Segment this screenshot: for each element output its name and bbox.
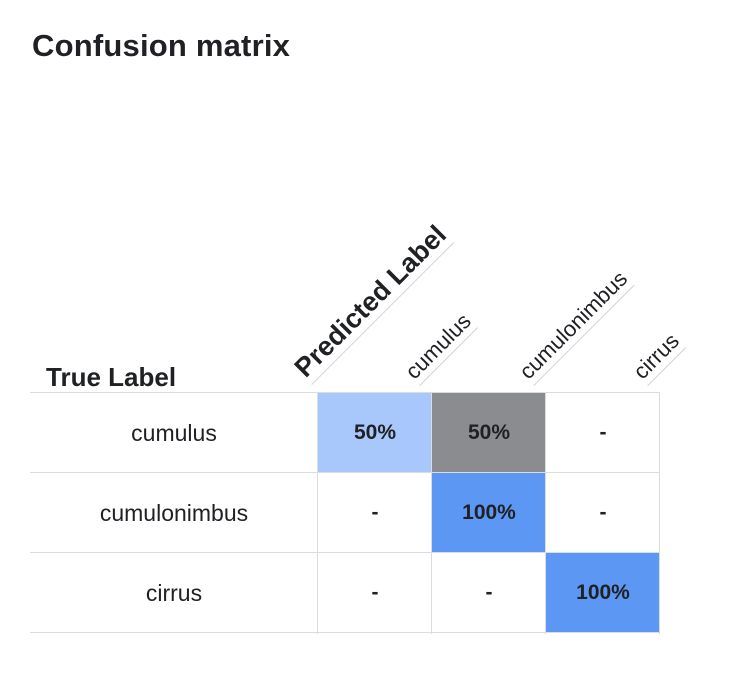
row-label-cumulus: cumulus <box>131 420 217 446</box>
column-label-cirrus: cirrus <box>628 328 687 386</box>
column-label-cumulus: cumulus <box>400 308 478 386</box>
column-label-text: cumulonimbus <box>514 265 635 386</box>
grid-line-vertical <box>317 392 318 634</box>
grid-line-horizontal <box>30 552 660 553</box>
row-label-cumulonimbus: cumulonimbus <box>99 500 249 526</box>
matrix-cell-cumulus-cumulus: 50% <box>318 393 432 473</box>
column-label-cumulonimbus: cumulonimbus <box>514 265 635 386</box>
column-label-text: cumulus <box>400 308 478 386</box>
grid-line-horizontal <box>30 632 660 633</box>
grid-line-vertical <box>659 392 660 634</box>
matrix-cell-cumulonimbus-cumulonimbus: 100% <box>432 473 546 553</box>
matrix-cell-cumulus-cirrus: - <box>546 393 660 473</box>
matrix-cell-cirrus-cumulus: - <box>318 553 432 633</box>
matrix-cell-cumulonimbus-cirrus: - <box>546 473 660 553</box>
matrix-cell-cumulonimbus-cumulus: - <box>318 473 432 553</box>
grid-line-horizontal <box>30 472 660 473</box>
matrix-cell-cumulus-cumulonimbus: 50% <box>432 393 546 473</box>
matrix-cell-cirrus-cumulonimbus: - <box>432 553 546 633</box>
row-label-cirrus: cirrus <box>145 580 203 606</box>
true-label-axis-title: True Label <box>46 362 177 392</box>
column-label-text: cirrus <box>628 328 687 386</box>
grid-line-vertical <box>545 392 546 634</box>
grid-line-horizontal <box>30 392 660 393</box>
page-title: Confusion matrix <box>32 28 291 63</box>
matrix-cell-cirrus-cirrus: 100% <box>546 553 660 633</box>
grid-line-vertical <box>431 392 432 634</box>
